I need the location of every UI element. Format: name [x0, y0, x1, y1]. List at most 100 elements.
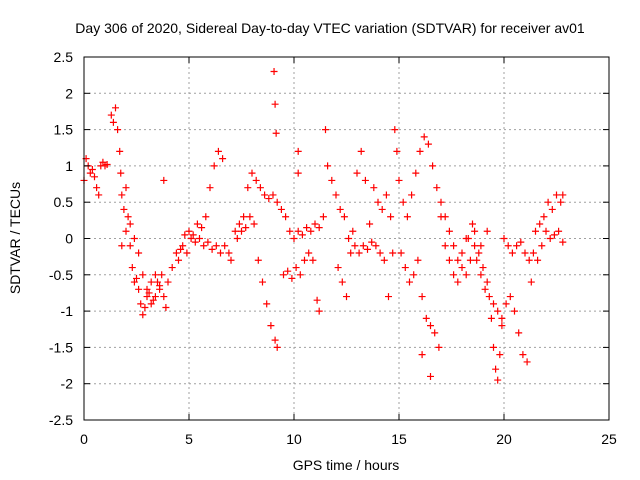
data-point [272, 129, 280, 137]
data-point [319, 213, 327, 221]
data-point [370, 184, 378, 192]
data-point [221, 242, 229, 250]
y-tick-label: 0.5 [54, 194, 74, 210]
data-point [427, 322, 434, 330]
data-point [177, 245, 185, 253]
data-point [238, 227, 245, 235]
data-point [139, 271, 147, 279]
data-point [141, 303, 149, 311]
data-point [126, 220, 134, 228]
data-point [315, 224, 323, 232]
data-point [103, 160, 111, 168]
data-point [244, 184, 252, 192]
data-point [532, 227, 539, 235]
data-point [128, 264, 136, 272]
data-point [372, 242, 380, 250]
data-point [424, 140, 432, 148]
data-point [137, 300, 145, 308]
data-point [200, 242, 208, 250]
data-point [433, 184, 441, 192]
data-point [183, 249, 191, 257]
data-point [139, 311, 147, 319]
y-tick-label: -1.5 [49, 339, 73, 355]
data-point [112, 104, 119, 112]
data-point [391, 126, 399, 134]
data-point [288, 274, 296, 282]
data-point [122, 227, 130, 235]
data-point [242, 224, 250, 232]
data-point [483, 278, 491, 286]
data-point [343, 293, 350, 301]
data-point [529, 249, 537, 257]
data-point [498, 314, 506, 322]
data-point [208, 245, 216, 253]
data-point [420, 133, 428, 141]
data-point [399, 198, 407, 206]
data-point [340, 213, 348, 221]
data-point [162, 303, 170, 311]
data-point [557, 198, 565, 206]
data-point [135, 285, 143, 293]
data-point [273, 343, 281, 351]
y-tick-label: 0 [65, 231, 73, 247]
data-point [181, 231, 189, 239]
data-point [395, 176, 403, 184]
data-point [464, 235, 472, 242]
data-point [143, 293, 151, 301]
data-point [315, 307, 323, 315]
data-point [540, 213, 548, 221]
data-point [130, 235, 138, 242]
data-point [481, 285, 489, 293]
data-point [471, 242, 479, 250]
data-point [151, 271, 159, 279]
y-tick-label: 1 [65, 158, 73, 174]
data-point [219, 155, 227, 163]
data-point [469, 220, 476, 228]
data-point [479, 264, 487, 272]
data-point [198, 224, 206, 232]
x-axis-label: GPS time / hours [293, 457, 400, 473]
data-point [294, 147, 302, 155]
data-point [378, 205, 386, 213]
data-point [151, 293, 159, 301]
data-point [296, 271, 304, 279]
data-point [494, 307, 502, 315]
data-point [521, 249, 529, 257]
data-point [143, 285, 151, 293]
data-point [477, 271, 485, 279]
data-point [189, 231, 197, 239]
data-point [328, 176, 336, 184]
data-point [109, 118, 117, 126]
data-point [259, 278, 266, 286]
data-point [458, 249, 466, 257]
y-tick-label: -0.5 [49, 267, 73, 283]
data-point [477, 242, 485, 250]
data-point [466, 256, 474, 264]
data-point [506, 293, 514, 301]
data-point [347, 249, 355, 257]
data-point [91, 173, 98, 181]
data-point [126, 242, 134, 250]
data-point [265, 195, 273, 203]
data-point [172, 249, 180, 257]
data-point [313, 296, 321, 304]
data-point [86, 169, 94, 177]
y-tick-label: -2 [61, 376, 74, 392]
data-point [254, 256, 262, 264]
data-point [122, 184, 130, 192]
data-point [185, 227, 193, 235]
data-point [559, 191, 567, 199]
data-point [361, 176, 369, 184]
x-tick-label: 25 [601, 431, 617, 447]
data-point [322, 126, 329, 134]
data-point [454, 256, 462, 264]
data-point [130, 278, 138, 286]
data-point [309, 256, 317, 264]
data-point [437, 198, 445, 206]
data-point [441, 242, 449, 250]
data-point [191, 238, 199, 246]
data-point [473, 256, 481, 264]
data-point [546, 235, 554, 242]
data-point [336, 205, 344, 213]
data-point [496, 351, 504, 359]
